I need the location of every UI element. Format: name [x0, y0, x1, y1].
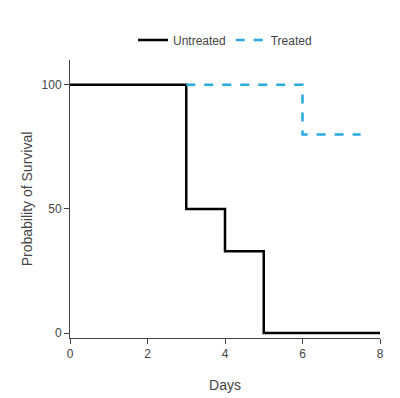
- svg-text:0: 0: [55, 326, 62, 340]
- svg-text:50: 50: [48, 202, 62, 216]
- svg-text:2: 2: [144, 347, 151, 361]
- svg-text:8: 8: [377, 347, 384, 361]
- svg-text:Probability of Survival: Probability of Survival: [19, 132, 35, 267]
- svg-text:Treated: Treated: [271, 34, 312, 48]
- svg-text:4: 4: [222, 347, 229, 361]
- svg-text:0: 0: [67, 347, 74, 361]
- svg-text:Untreated: Untreated: [173, 34, 226, 48]
- svg-text:Days: Days: [209, 377, 241, 393]
- svg-text:100: 100: [42, 78, 62, 92]
- svg-text:6: 6: [299, 347, 306, 361]
